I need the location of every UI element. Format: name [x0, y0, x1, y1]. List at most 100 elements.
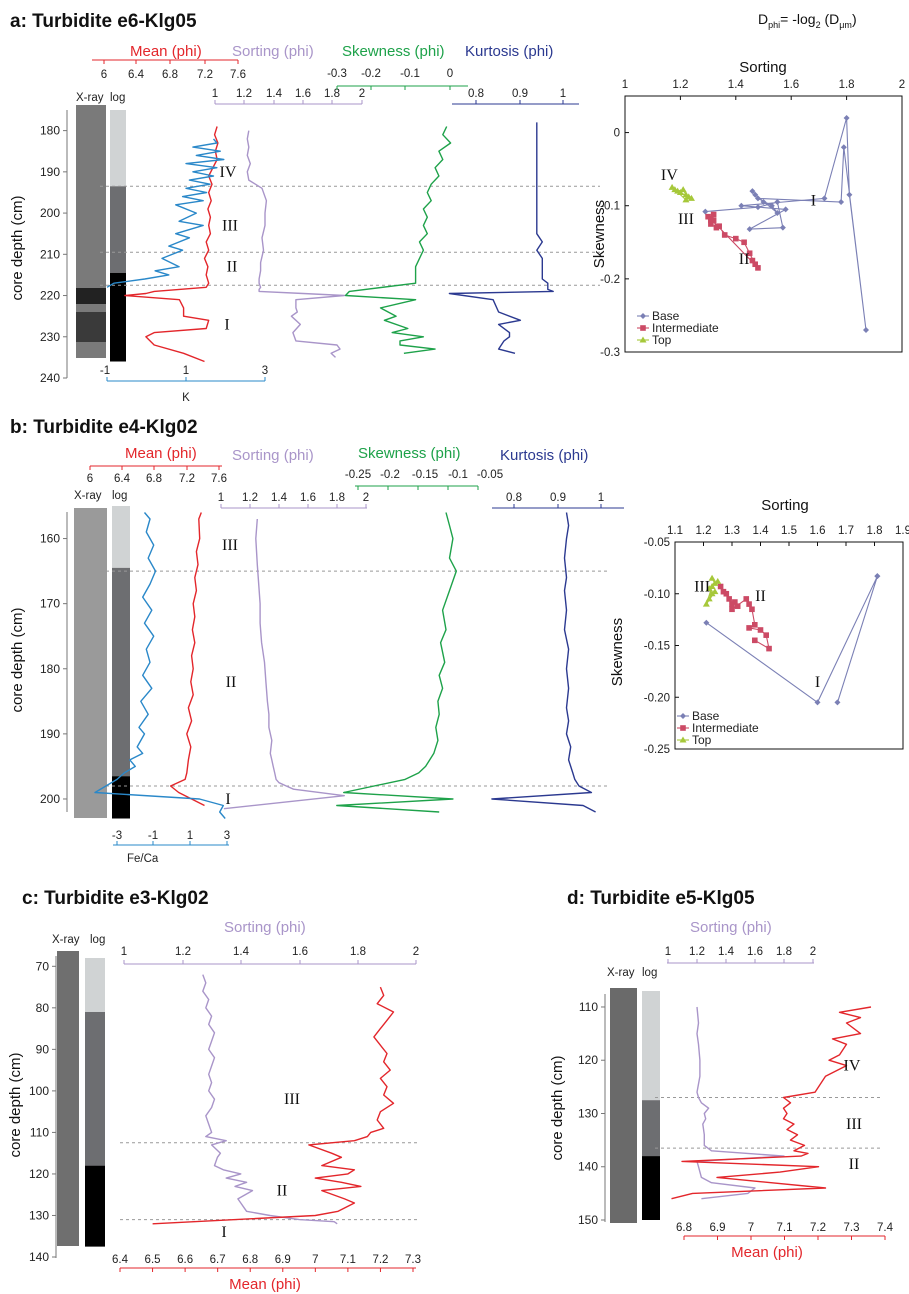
- log-unit-mid: [85, 1011, 105, 1166]
- tick-label: 1.6: [300, 492, 316, 504]
- tick-label: 1: [187, 830, 193, 842]
- tick-label: -0.15: [412, 469, 438, 481]
- log-column-label: log: [110, 92, 125, 104]
- marker-diamond: [703, 619, 710, 626]
- scatter-ticks: 1.1 1.2 1.3 1.4 1.5 1.6 1.7 1.8 1.9 -0.05 -0.10 -0.…: [644, 525, 909, 756]
- skewness-axis-label: Skewness (phi): [358, 445, 461, 462]
- y-tick-label: -0.05: [644, 537, 670, 549]
- tick-label: 0.8: [468, 88, 484, 100]
- depth-tick-label: 140: [578, 1160, 598, 1174]
- marker-diamond: [774, 210, 781, 217]
- curve-sorting-phi: [202, 974, 338, 1225]
- tick-label: 1: [218, 492, 224, 504]
- marker-triangle: [639, 336, 647, 343]
- marker-square: [726, 596, 732, 602]
- marker-square: [710, 211, 717, 218]
- zone-dividers: [100, 570, 610, 787]
- tick-label: 6.6: [177, 1254, 193, 1266]
- tick-label: 7.3: [844, 1222, 860, 1234]
- sorting-axis-ticks: 1 1.2 1.4 1.6 1.8 2: [665, 946, 816, 958]
- x-tick-label: 1.8: [839, 79, 855, 91]
- xray-column-label: X-ray: [76, 92, 104, 104]
- y-tick-label: -0.25: [644, 744, 670, 756]
- skewness-axis-ticks: -0.3 -0.2 -0.1 0: [327, 68, 453, 80]
- depth-axis-label: core depth (cm): [9, 195, 26, 300]
- panel-a: a: Turbidite e6-Klg05 Mean (phi) Sorting…: [9, 11, 600, 404]
- sorting-axis-label: Sorting (phi): [224, 919, 306, 936]
- marker-diamond: [779, 224, 786, 231]
- depth-tick-label: 130: [29, 1208, 49, 1222]
- curve-skewness-phi: [344, 126, 452, 354]
- tick-label: 6.8: [162, 69, 178, 81]
- marker-square: [763, 632, 769, 638]
- panel-b: b: Turbidite e4-Klg02 Mean (phi) Sorting…: [9, 417, 624, 865]
- marker-triangle: [702, 600, 710, 607]
- y-tick-label: -0.2: [600, 274, 620, 286]
- log-unit-mid: [112, 567, 130, 777]
- tick-label: 1.8: [350, 946, 366, 958]
- sorting-axis-ticks: 1 1.2 1.4 1.6 1.8 2: [121, 946, 419, 958]
- zone-label: I: [224, 316, 229, 333]
- tick-label: 2: [359, 88, 365, 100]
- marker-triangle: [714, 577, 722, 584]
- tick-label: 6.4: [128, 69, 145, 81]
- tick-label: 3: [224, 830, 230, 842]
- zone-dividers: [120, 1142, 420, 1221]
- marker-triangle: [708, 583, 716, 590]
- scatter-a: Sorting Skewness 1 1.2 1.4 1.6 1.8 2 0 -0.1 -0.2…: [591, 59, 905, 359]
- marker-triangle: [679, 736, 687, 743]
- depth-axis-label: core depth (cm): [549, 1055, 566, 1160]
- scatter-series: [668, 114, 869, 334]
- log-column: [110, 110, 126, 362]
- zone-label: I: [811, 193, 816, 210]
- xray-image: [57, 951, 79, 1246]
- profile-curves: [152, 974, 395, 1225]
- fe-ca-axis-ticks: -3 -1 1 3: [112, 830, 230, 842]
- tick-label: 6.9: [275, 1254, 291, 1266]
- kurtosis-axis-label: Kurtosis (phi): [465, 43, 553, 60]
- skewness-axis: [355, 485, 479, 490]
- marker-diamond: [814, 699, 821, 706]
- mean-axis-label: Mean (phi): [731, 1244, 803, 1261]
- xray-image: [610, 988, 637, 1223]
- tick-label: 6: [87, 473, 93, 485]
- marker-square: [640, 325, 646, 331]
- depth-tick-label: 230: [40, 330, 60, 344]
- log-unit-dark: [642, 1156, 660, 1220]
- depth-tick-label: 70: [36, 959, 50, 973]
- legend-label: Base: [692, 709, 720, 723]
- tick-label: 7.4: [877, 1222, 894, 1234]
- panel-c-title: c: Turbidite e3-Klg02: [22, 888, 209, 909]
- tick-label: 6.8: [676, 1222, 692, 1234]
- zone-label: III: [678, 211, 694, 228]
- log-column-label: log: [112, 490, 127, 502]
- marker-diamond: [702, 208, 709, 215]
- y-tick-label: -0.20: [644, 692, 670, 704]
- sorting-axis: [667, 959, 814, 964]
- panel-b-title: b: Turbidite e4-Klg02: [10, 417, 198, 438]
- curve-sorting-phi: [223, 518, 345, 810]
- y-tick-label: -0.10: [644, 589, 670, 601]
- marker-triangle: [682, 196, 690, 203]
- scatter-frame: [624, 95, 903, 353]
- kurtosis-axis-ticks: 0.8 0.9 1: [506, 492, 604, 504]
- series-line-base: [705, 117, 867, 331]
- marker-triangle: [711, 588, 719, 595]
- scatter-ticks: 1 1.2 1.4 1.6 1.8 2 0 -0.1 -0.2 -0.3: [600, 79, 905, 359]
- depth-tick-label: 80: [36, 1001, 50, 1015]
- legend-label: Intermediate: [652, 321, 719, 335]
- mean-axis: [92, 59, 239, 64]
- zone-label: III: [284, 1091, 300, 1108]
- depth-tick-label: 140: [29, 1250, 49, 1264]
- tick-label: 0.8: [506, 492, 522, 504]
- log-column: [642, 991, 660, 1220]
- tick-label: 1.8: [324, 88, 340, 100]
- depth-tick-label: 90: [36, 1042, 50, 1056]
- tick-label: -3: [112, 830, 122, 842]
- marker-diamond: [738, 202, 745, 209]
